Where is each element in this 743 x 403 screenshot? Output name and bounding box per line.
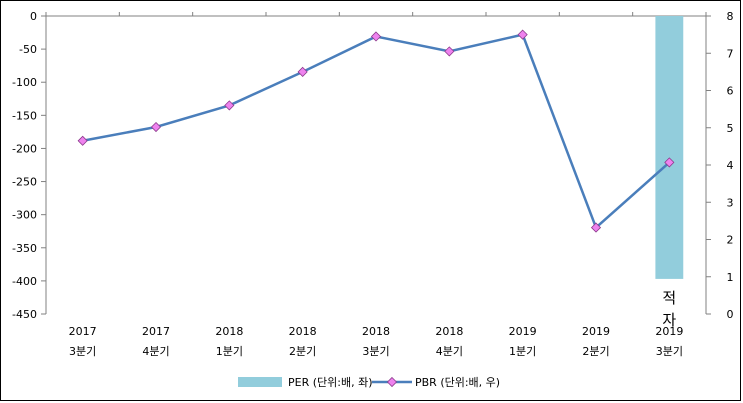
legend-pbr-label: PBR (단위:배, 우) — [415, 376, 500, 389]
legend: PER (단위:배, 좌) PBR (단위:배, 우) — [238, 376, 500, 389]
y-left-tick-label: -450 — [12, 308, 37, 321]
legend-per-swatch — [238, 377, 282, 387]
y-left-tick-label: -150 — [12, 109, 37, 122]
category-quarter: 1분기 — [216, 345, 243, 358]
annotation-char: 자 — [662, 311, 676, 329]
y-left-tick-label: -400 — [12, 275, 37, 288]
category-quarter: 1분기 — [509, 345, 536, 358]
y-left-tick-label: -300 — [12, 209, 37, 222]
pbr-point — [150, 121, 162, 133]
annotation-char: 적 — [662, 289, 676, 307]
legend-per-label: PER (단위:배, 좌) — [288, 376, 373, 389]
axes: 0 -50 -100 -150 -200 -250 -300 -350 -400 -450 8 7 6 5… — [12, 10, 733, 321]
y-right-tick-label: 2 — [727, 234, 734, 247]
category-quarter: 3분기 — [656, 345, 683, 358]
category-year: 2017 — [69, 325, 97, 338]
category-quarter: 2분기 — [289, 345, 316, 358]
pbr-point — [664, 157, 675, 168]
category-quarter: 4분기 — [436, 345, 463, 358]
pbr-point — [370, 31, 382, 42]
category-year: 2019 — [509, 325, 537, 338]
category-year: 2017 — [142, 325, 170, 338]
category-quarter: 3분기 — [362, 345, 389, 358]
category-year: 2018 — [435, 325, 463, 338]
y-left-tick-label: -100 — [12, 76, 37, 89]
y-left-tick-label: -200 — [12, 142, 37, 155]
y-right-tick-label: 4 — [727, 159, 734, 172]
pbr-line — [77, 29, 675, 233]
category-year: 2018 — [215, 325, 243, 338]
category-labels: 2017 3분기 2017 4분기 2018 1분기 2018 2분기 2018 3분기 2018 4… — [69, 325, 684, 358]
annotations: 적자 — [662, 289, 676, 329]
category-quarter: 2분기 — [582, 345, 609, 358]
y-left-tick-label: -50 — [19, 43, 37, 56]
y-right-tick-label: 0 — [727, 308, 734, 321]
y-right-tick-label: 1 — [727, 271, 734, 284]
category-quarter: 3분기 — [69, 345, 96, 358]
category-year: 2018 — [289, 325, 317, 338]
pbr-point — [77, 135, 88, 146]
y-right-tick-label: 8 — [727, 10, 734, 23]
y-right-tick-label: 7 — [727, 47, 734, 60]
category-year: 2019 — [655, 325, 683, 338]
category-year: 2018 — [362, 325, 390, 338]
y-left-tick-label: -250 — [12, 176, 37, 189]
y-right-tick-label: 6 — [727, 85, 734, 98]
y-right-tick-label: 3 — [727, 196, 734, 209]
category-quarter: 4분기 — [142, 345, 169, 358]
y-left-tick-label: -350 — [12, 242, 37, 255]
pbr-series-line — [82, 33, 671, 230]
pbr-point — [590, 222, 602, 233]
pbr-point — [297, 66, 308, 77]
legend-pbr-marker — [386, 376, 398, 388]
category-year: 2019 — [582, 325, 610, 338]
pbr-point — [444, 46, 455, 57]
pbr-point — [517, 29, 528, 40]
y-right-tick-label: 5 — [727, 122, 734, 135]
y-left-tick-label: 0 — [30, 10, 37, 23]
per-bars — [655, 16, 684, 279]
pbr-point — [224, 100, 235, 111]
per-bar — [655, 16, 684, 279]
